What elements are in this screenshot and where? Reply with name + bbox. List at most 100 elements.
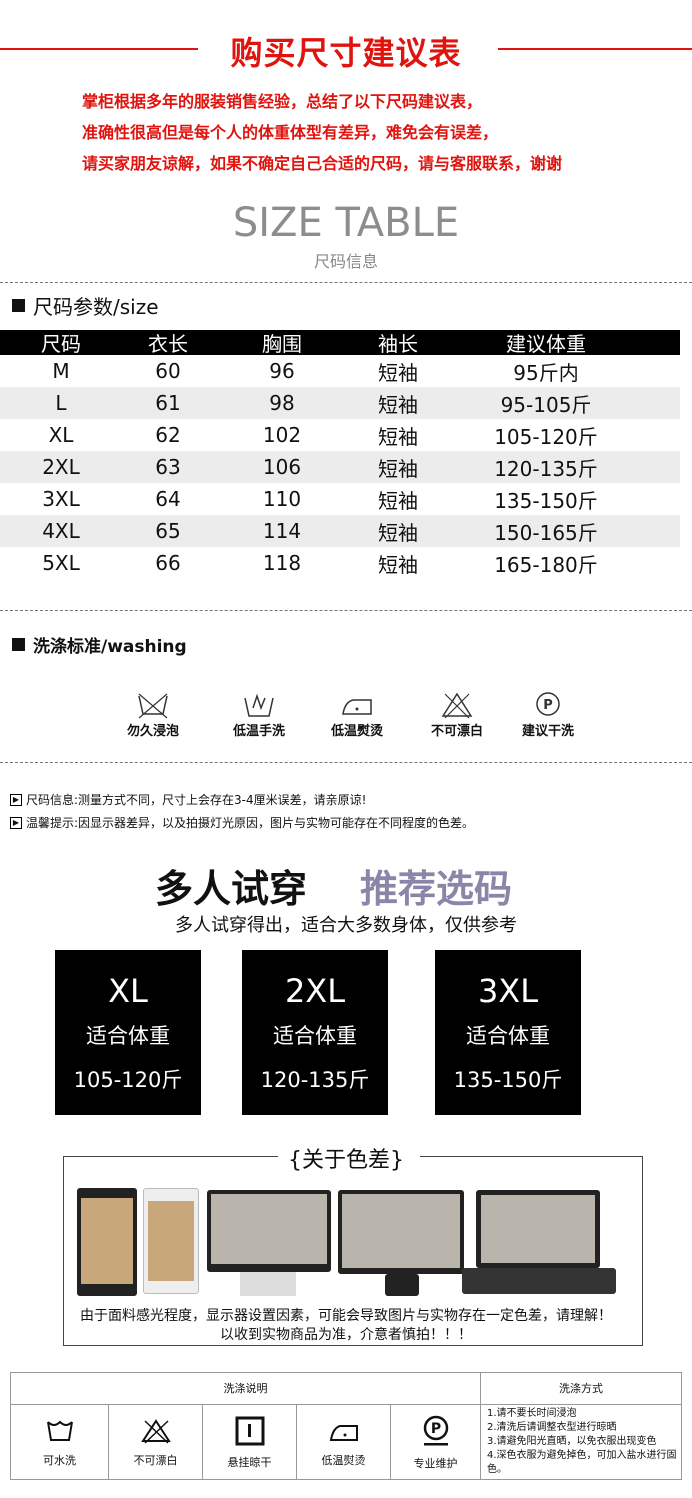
table-cell: 102: [262, 423, 302, 447]
table-cell: 短袖: [378, 424, 418, 449]
table-header: 尺码 衣长 胸围 袖长 建议体重: [0, 330, 680, 356]
phone-image: [143, 1188, 199, 1294]
try-on-subtitle: 多人试穿得出，适合大多数身体，仅供参考: [175, 915, 517, 936]
frame-line: [420, 1156, 643, 1346]
professional-care-icon: P: [423, 1415, 448, 1445]
size-section-heading: 尺码参数/size: [12, 291, 159, 320]
size-recommend-box: 2XL 适合体重 120-135斤: [242, 950, 388, 1115]
table-cell: 短袖: [378, 392, 418, 417]
table-cell: 96: [269, 359, 295, 383]
laptop-image: [476, 1190, 600, 1268]
caption-line: 由于面料感光程度，显示器设置因素，可能会导致图片与实物存在一定色差，请理解！: [80, 1308, 612, 1324]
divider: [0, 762, 692, 763]
box-weight: 105-120斤: [73, 1068, 183, 1092]
table-cell: 63: [155, 455, 181, 479]
table-cell: 105-120斤: [494, 424, 598, 449]
no-soak-icon: [138, 693, 168, 719]
title-line-right: [498, 48, 692, 50]
care-header: 洗涤方式: [481, 1373, 681, 1405]
low-iron-icon: [342, 699, 372, 715]
box-label: 适合体重: [466, 1024, 550, 1048]
table-cell: 短袖: [378, 552, 418, 577]
method-line: 4.深色衣服为避免掉色，可加入盐水进行固色。: [487, 1450, 677, 1475]
table-cell: 短袖: [378, 488, 418, 513]
care-item: 低温熨烫: [297, 1405, 391, 1480]
care-label: 可水洗: [43, 1453, 76, 1467]
table-cell: 135-150斤: [494, 488, 598, 513]
table-cell: 110: [262, 487, 302, 511]
method-line: 2.清洗后请调整衣型进行晾晒: [487, 1422, 617, 1433]
size-table-subtitle: 尺码信息: [313, 252, 378, 271]
wash-item: P 建议干洗: [503, 690, 593, 739]
wash-label: 低温手洗: [232, 724, 285, 739]
box-size: 3XL: [477, 972, 539, 1010]
method-line: 3.请避免阳光直晒，以免衣服出现变色: [487, 1436, 657, 1447]
square-bullet-icon: [12, 638, 25, 651]
wash-item: 不可漂白: [412, 690, 502, 739]
wash-item: 勿久浸泡: [108, 690, 198, 739]
col-header: 衣长: [148, 332, 188, 356]
table-cell: 65: [155, 519, 181, 543]
recommend-title: 推荐选码: [360, 867, 513, 911]
table-cell: 61: [155, 391, 181, 415]
col-header: 建议体重: [506, 332, 586, 356]
note-text: 温馨提示:因显示器差异，以及拍摄灯光原因，图片与实物可能存在不同程度的色差。: [26, 816, 475, 830]
no-bleach-icon: [140, 1418, 171, 1444]
care-item: 不可漂白: [109, 1405, 203, 1480]
wash-item: 低温熨烫: [312, 690, 402, 739]
monitor-stand: [385, 1274, 419, 1296]
table-cell: 短袖: [378, 520, 418, 545]
divider: [0, 610, 692, 611]
table-cell: 66: [155, 551, 181, 575]
frame-line: [63, 1156, 278, 1346]
wash-label: 建议干洗: [521, 724, 574, 739]
section-label: 尺码参数/size: [33, 295, 159, 319]
table-cell: 60: [155, 359, 181, 383]
size-recommend-box: XL 适合体重 105-120斤: [55, 950, 201, 1115]
col-header: 尺码: [41, 332, 81, 356]
table-cell: 短袖: [378, 360, 418, 385]
size-table: 尺码 衣长 胸围 袖长 建议体重 M 60 96 短袖 95斤内 L 61 98 短袖 95-10…: [0, 330, 680, 579]
col-header: 袖长: [378, 332, 418, 356]
table-cell: 4XL: [42, 519, 80, 543]
washing-section-heading: 洗涤标准/washing: [12, 632, 187, 657]
table-row: M 60 96 短袖 95斤内: [0, 355, 680, 387]
try-on-title: 多人试穿: [155, 867, 308, 911]
intro-line: 准确性很高但是每个人的体重体型有差异，难免会有误差，: [82, 123, 499, 142]
svg-text:P: P: [430, 1421, 440, 1437]
table-cell: 3XL: [42, 487, 80, 511]
care-label: 低温熨烫: [321, 1453, 366, 1467]
caption-line: 以收到实物商品为准，介意者慎拍！！！: [220, 1327, 472, 1343]
monitor-image: [338, 1190, 464, 1274]
svg-text:P: P: [543, 698, 553, 713]
laptop-keyboard: [462, 1268, 616, 1294]
box-weight: 120-135斤: [260, 1068, 370, 1092]
note: ▶ 尺码信息:测量方式不同，尺寸上会存在3-4厘米误差，请亲原谅!: [10, 791, 366, 808]
wash-item: 低温手洗: [214, 690, 304, 739]
table-row: 5XL 66 118 短袖 165-180斤: [0, 547, 680, 579]
monitor-stand: [240, 1272, 296, 1296]
table-cell: 150-165斤: [494, 520, 598, 545]
wash-label: 不可漂白: [430, 724, 483, 739]
table-cell: L: [55, 391, 67, 415]
color-diff-title: {关于色差}: [288, 1148, 404, 1173]
square-bullet-icon: [12, 299, 25, 312]
care-item: 悬挂晾干: [203, 1405, 297, 1480]
low-iron-icon: [329, 1424, 358, 1441]
table-row: 3XL 64 110 短袖 135-150斤: [0, 483, 680, 515]
color-diff-caption: 由于面料感光程度，显示器设置因素，可能会导致图片与实物存在一定色差，请理解！ 以收…: [0, 1307, 692, 1345]
hang-dry-icon: [235, 1416, 264, 1445]
wash-label: 勿久浸泡: [126, 724, 179, 739]
table-cell: M: [52, 359, 70, 383]
table-cell: 165-180斤: [494, 552, 598, 577]
table-cell: 120-135斤: [494, 456, 598, 481]
table-row: L 61 98 短袖 95-105斤: [0, 387, 680, 419]
table-cell: 118: [262, 551, 302, 575]
note-text: 尺码信息:测量方式不同，尺寸上会存在3-4厘米误差，请亲原谅!: [26, 793, 367, 807]
table-cell: 64: [155, 487, 181, 511]
intro-line: 掌柜根据多年的服装销售经验，总结了以下尺码建议表，: [82, 92, 483, 111]
no-bleach-icon: [441, 692, 473, 719]
table-cell: 5XL: [42, 551, 80, 575]
table-cell: 95斤内: [513, 360, 579, 385]
table-cell: 95-105斤: [500, 392, 592, 417]
